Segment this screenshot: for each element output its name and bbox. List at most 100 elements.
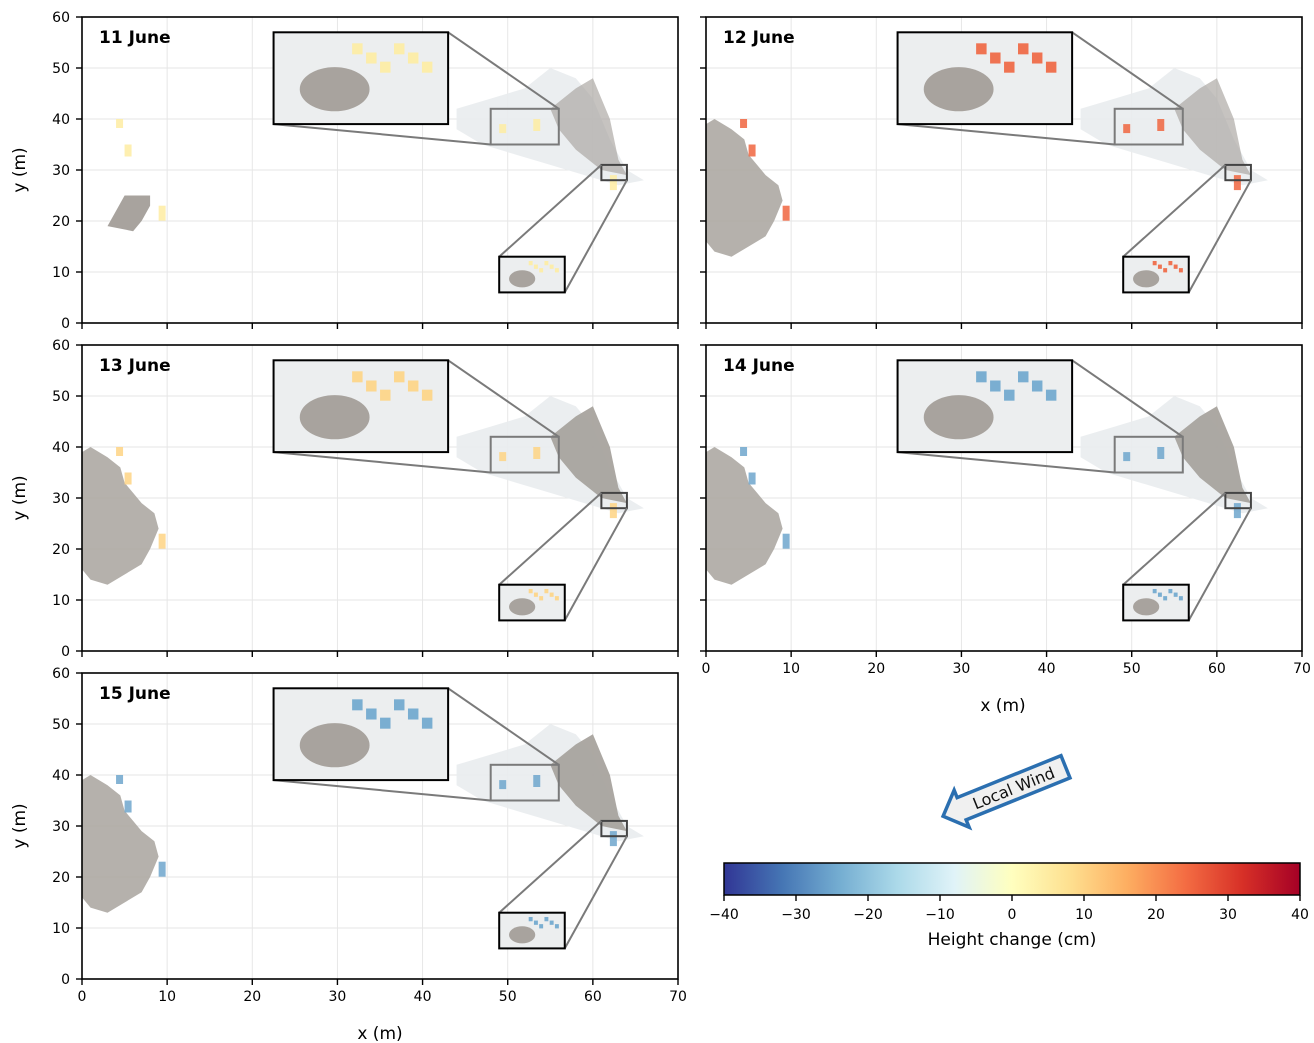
change-patch [124, 144, 132, 157]
zoom-inset-2 [498, 583, 566, 622]
deposit-map [706, 68, 1268, 257]
x-tick-label: 50 [499, 989, 517, 1005]
ticks: 0 10 20 30 40 50 60 0 10 20 30 40 50 60 70 [52, 666, 687, 1005]
zoom-inset-2 [498, 911, 566, 950]
x-tick-label: 70 [669, 989, 687, 1005]
y-tick-label: 10 [52, 265, 70, 281]
colorbar-tick-label: 20 [1147, 907, 1165, 923]
colorbar-tick-label: 10 [1075, 907, 1093, 923]
panel-label: 15 June [99, 684, 171, 704]
wind-arrow-icon [940, 753, 1073, 831]
change-patch [158, 205, 166, 221]
local-wind-arrow: Local Wind [940, 753, 1073, 831]
change-patch [124, 800, 132, 813]
panel-14-june: 0 10 20 30 40 50 60 70 14 June [700, 344, 1311, 677]
colorbar-tick-label: −30 [781, 907, 811, 923]
change-patch [1123, 124, 1131, 134]
y-tick-label: 40 [52, 112, 70, 128]
x-tick-label: 30 [953, 661, 971, 677]
panel-13-june: 0 10 20 30 40 50 60 13 June [52, 338, 679, 660]
y-tick-label: 40 [52, 440, 70, 456]
x-tick-label: 20 [243, 989, 261, 1005]
y-tick-label: 30 [52, 491, 70, 507]
deposit-left [706, 119, 783, 257]
change-patch [782, 533, 790, 549]
y-tick-label: 30 [52, 819, 70, 835]
change-patch [1157, 447, 1165, 459]
zoom-inset-1 [272, 359, 450, 454]
panel-label: 13 June [99, 356, 171, 376]
colorbar-tick-label: 40 [1291, 907, 1309, 923]
change-patch [499, 452, 507, 462]
colorbar-tick-label: −40 [709, 907, 739, 923]
x-tick-label: 20 [867, 661, 885, 677]
deposit-left [107, 195, 151, 232]
y-tick-label: 50 [52, 717, 70, 733]
deposit-map [82, 396, 644, 585]
y-tick-label: 20 [52, 542, 70, 558]
change-patch [609, 175, 617, 191]
zoom-region-1 [489, 107, 560, 146]
change-patch [609, 831, 617, 847]
x-tick-label: 70 [1293, 661, 1311, 677]
deposit-left [706, 447, 783, 585]
zoom-inset-1 [896, 359, 1074, 454]
change-patch [1233, 175, 1241, 191]
ticks: 0 10 20 30 40 50 60 70 [700, 344, 1311, 677]
zoom-inset-2 [498, 255, 566, 294]
zoom-inset-1 [272, 31, 450, 126]
zoom-inset-1 [896, 31, 1074, 126]
x-axis-label-right: x (m) [980, 696, 1025, 716]
change-patch [1157, 119, 1165, 131]
deposit-map [107, 68, 644, 232]
ticks: 0 10 20 30 40 50 60 [52, 10, 679, 332]
panel-label: 12 June [723, 28, 795, 48]
y-tick-label: 10 [52, 921, 70, 937]
x-tick-label: 0 [78, 989, 87, 1005]
y-tick-label: 0 [61, 644, 70, 660]
panel-label: 11 June [99, 28, 171, 48]
panel-label: 14 June [723, 356, 795, 376]
zoom-inset-2 [1122, 583, 1190, 622]
change-patch [499, 124, 507, 134]
y-tick-label: 60 [52, 666, 70, 682]
change-patch [158, 861, 166, 877]
x-tick-label: 60 [1208, 661, 1226, 677]
change-patch [158, 533, 166, 549]
zoom-region-1 [489, 763, 560, 802]
x-tick-label: 50 [1123, 661, 1141, 677]
change-patch [124, 472, 132, 485]
x-tick-label: 0 [702, 661, 711, 677]
x-tick-label: 30 [329, 989, 347, 1005]
colorbar-tick-label: 0 [1008, 907, 1017, 923]
colorbar-gradient [723, 862, 1301, 896]
change-patch [609, 503, 617, 519]
zoom-region-2 [1224, 491, 1252, 510]
zoom-region-2 [600, 819, 628, 838]
panel-12-june: 12 June [700, 16, 1303, 329]
zoom-indicators [273, 359, 628, 621]
colorbar-tick-label: −10 [925, 907, 955, 923]
x-tick-label: 60 [584, 989, 602, 1005]
deposit-map [706, 396, 1268, 585]
deposit-left [82, 775, 159, 913]
zoom-region-1 [1113, 435, 1184, 474]
ticks: 0 10 20 30 40 50 60 [52, 338, 679, 660]
panel-11-june: 0 10 20 30 40 50 60 11 June [52, 10, 679, 332]
x-axis-label-left: x (m) [357, 1024, 402, 1043]
zoom-inset-2 [1122, 255, 1190, 294]
x-tick-label: 10 [158, 989, 176, 1005]
change-patch [116, 775, 124, 784]
zoom-inset-1 [272, 687, 450, 782]
change-patch [748, 472, 756, 485]
panel-15-june: 0 10 20 30 40 50 60 0 10 20 30 40 50 60 70 15 June [52, 666, 687, 1005]
change-patch [1123, 452, 1131, 462]
deposit-right [550, 734, 627, 832]
zoom-indicators [897, 31, 1252, 293]
y-tick-label: 50 [52, 389, 70, 405]
y-axis-label-bottom: y (m) [10, 803, 30, 848]
y-tick-label: 60 [52, 10, 70, 26]
change-patch [533, 775, 541, 787]
change-patch [748, 144, 756, 157]
colorbar-tick-label: 30 [1219, 907, 1237, 923]
